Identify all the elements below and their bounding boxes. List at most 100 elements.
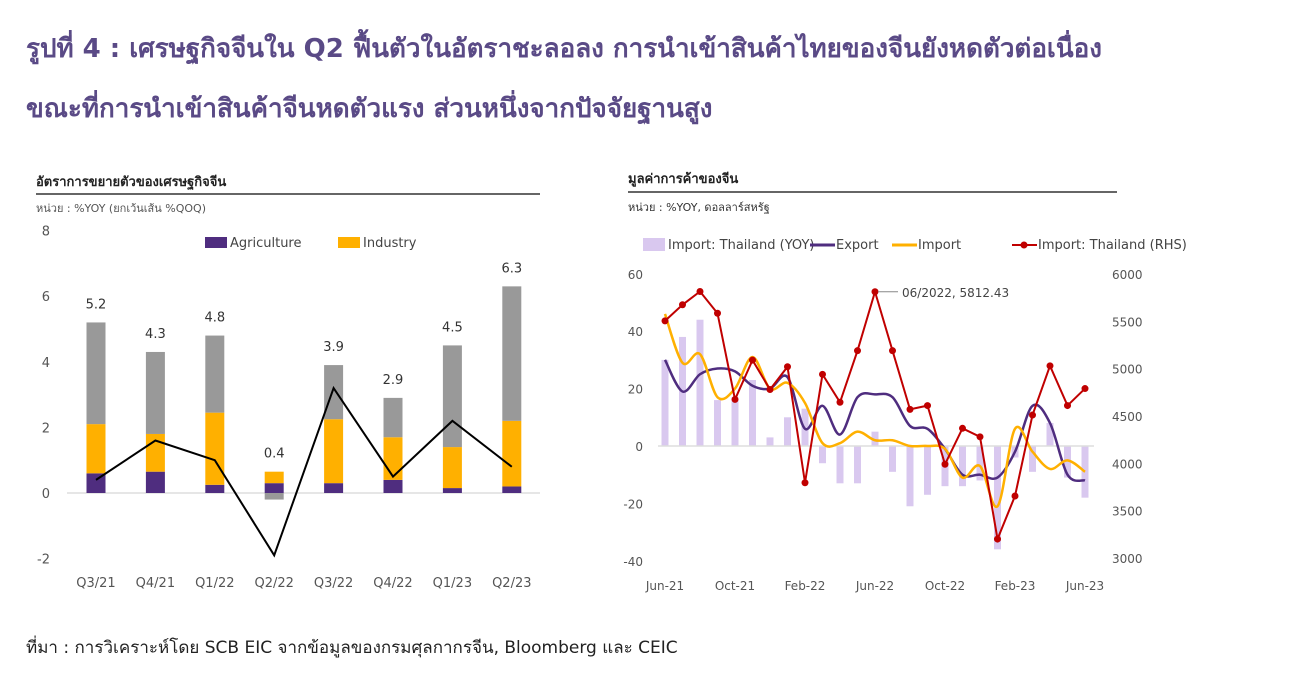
marker-import-thailand-rhs <box>714 309 721 317</box>
y-tick-label: 4 <box>42 356 50 371</box>
bar-import-thailand-yoy <box>889 446 896 472</box>
bar-services <box>205 335 225 413</box>
bar-services <box>86 322 106 425</box>
x-tick-label: Q1/22 <box>195 576 234 591</box>
bar-import-thailand-yoy <box>766 437 774 446</box>
marker-import-thailand-rhs <box>784 363 791 371</box>
bar-industry <box>442 447 462 489</box>
y-tick-label: 40 <box>628 325 643 339</box>
line-import-thailand-rhs <box>664 288 1086 543</box>
total-data-label: 5.2 <box>86 297 107 312</box>
bar-agriculture <box>264 483 284 493</box>
bar-services <box>145 351 165 434</box>
bar-industry <box>205 412 225 485</box>
legend-label-import-thailand-rhs: Import: Thailand (RHS) <box>1038 238 1187 253</box>
peak-annotation: 06/2022, 5812.43 <box>902 286 1009 300</box>
y-tick-label: 2 <box>42 421 50 436</box>
bar-industry <box>502 420 522 487</box>
bar-import-thailand-yoy <box>731 397 739 446</box>
marker-import-thailand-rhs <box>1029 411 1036 419</box>
marker-import-thailand-rhs <box>1081 385 1089 393</box>
bar-agriculture <box>442 488 462 493</box>
bar-import-thailand-yoy <box>696 319 704 446</box>
legend-label-agriculture: Agriculture <box>230 236 302 251</box>
bar-agriculture <box>502 486 522 493</box>
y-tick-label: 6 <box>42 290 50 305</box>
marker-import-thailand-rhs <box>679 301 686 309</box>
x-tick-label: Oct-22 <box>925 579 965 593</box>
bar-import-thailand-yoy <box>819 446 826 464</box>
bar-agriculture <box>383 479 403 493</box>
y2-tick-label: 4000 <box>1112 457 1143 471</box>
qoq-line <box>95 385 513 558</box>
y-tick-label: 20 <box>628 383 643 397</box>
marker-import-thailand-rhs <box>1064 402 1071 410</box>
marker-import-thailand-rhs <box>1011 492 1019 500</box>
marker-import-thailand-rhs <box>1046 362 1054 370</box>
bar-services <box>442 345 462 448</box>
legend-label-import: Import <box>918 238 961 253</box>
left-chart: -2 0 2 4 6 8 5.2 Q3/21 4.3 Q4/21 4.8 Q1/22 0.4 Q2/22 3… <box>37 225 540 591</box>
bar-services <box>324 365 344 420</box>
marker-import-thailand-rhs <box>976 433 984 441</box>
legend-swatch-agriculture <box>205 237 227 248</box>
bar-import-thailand-yoy <box>714 400 721 446</box>
bar-services <box>502 286 522 421</box>
figure-title-line2: ขณะที่การนำเข้าสินค้าจีนหดตัวแรง ส่วนหนึ… <box>26 94 713 124</box>
right-chart-subtitle: หน่วย : %YOY, ดอลลาร์สหรัฐ <box>628 201 770 214</box>
legend-swatch-import-thailand-yoy <box>643 238 665 251</box>
marker-import-thailand-rhs <box>819 370 826 378</box>
bar-import-thailand-yoy <box>661 359 669 446</box>
x-tick-label: Q2/23 <box>492 576 531 591</box>
y2-tick-label: 3000 <box>1112 552 1143 566</box>
bar-import-thailand-yoy <box>1064 446 1071 478</box>
source-footnote: ที่มา : การวิเคราะห์โดย SCB EIC จากข้อมู… <box>26 638 678 658</box>
bar-import-thailand-yoy <box>749 379 756 446</box>
marker-import-thailand-rhs <box>994 535 1001 543</box>
marker-import-thailand-rhs <box>696 288 704 296</box>
x-tick-label: Q3/21 <box>76 576 115 591</box>
legend-label-industry: Industry <box>363 236 417 251</box>
bar-industry <box>324 419 344 484</box>
legend-swatch-industry <box>338 237 360 248</box>
x-tick-label: Q4/21 <box>136 576 175 591</box>
marker-import-thailand-rhs <box>766 385 774 393</box>
marker-import-thailand-rhs <box>941 460 949 468</box>
marker-import-thailand-rhs <box>749 356 756 364</box>
line-export <box>663 359 1086 483</box>
line-import <box>663 313 1086 508</box>
bar-industry <box>86 424 106 474</box>
bar-services <box>264 493 284 500</box>
bar-import-thailand-yoy <box>906 446 914 507</box>
marker-import-thailand-rhs <box>731 395 739 403</box>
right-chart: -40 -20 0 20 40 60 3000 3500 4000 4500 5000 5500 600… <box>623 268 1142 593</box>
left-chart-subtitle: หน่วย : %YOY (ยกเว้นเส้น %QOQ) <box>36 202 206 215</box>
bar-import-thailand-yoy <box>836 446 844 484</box>
x-tick-label: Q1/23 <box>433 576 472 591</box>
left-chart-title: อัตราการขยายตัวของเศรษฐกิจจีน <box>36 174 226 191</box>
x-tick-label: Feb-23 <box>995 579 1036 593</box>
bar-import-thailand-yoy <box>871 431 879 446</box>
bar-import-thailand-yoy <box>994 446 1001 550</box>
bar-industry <box>383 437 403 480</box>
bar-import-thailand-yoy <box>924 446 931 495</box>
y2-tick-label: 4500 <box>1112 410 1143 424</box>
x-tick-label: Q2/22 <box>254 576 293 591</box>
total-data-label: 4.3 <box>145 327 166 342</box>
total-data-label: 3.9 <box>323 340 344 355</box>
y2-tick-label: 5000 <box>1112 363 1143 377</box>
bar-import-thailand-yoy <box>1081 446 1089 498</box>
bar-services <box>383 397 403 438</box>
total-data-label: 4.8 <box>204 311 225 326</box>
marker-import-thailand-rhs <box>836 398 844 406</box>
bar-import-thailand-yoy <box>784 417 791 446</box>
bar-import-thailand-yoy <box>854 446 861 484</box>
marker-import-thailand-rhs <box>661 317 669 325</box>
x-tick-label: Oct-21 <box>715 579 755 593</box>
marker-import-thailand-rhs <box>801 479 809 487</box>
x-tick-label: Feb-22 <box>785 579 826 593</box>
x-tick-label: Jun-22 <box>855 579 894 593</box>
total-data-label: 2.9 <box>383 373 404 388</box>
bar-import-thailand-yoy <box>1046 423 1054 446</box>
